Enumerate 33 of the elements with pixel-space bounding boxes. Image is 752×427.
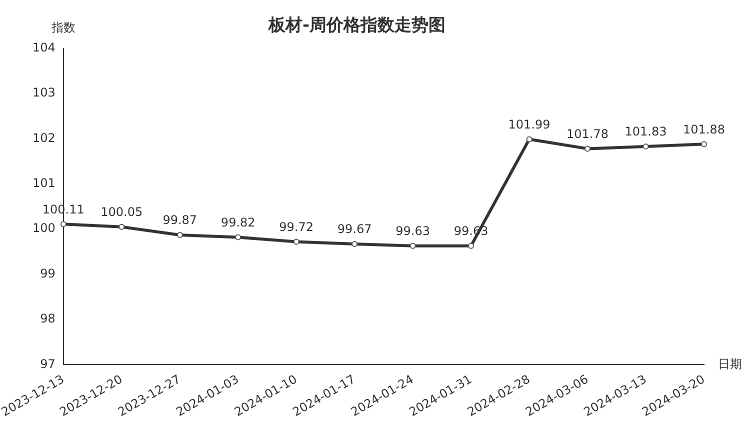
y-tick-label: 103: [32, 86, 56, 100]
data-label: 101.78: [566, 126, 609, 141]
y-tick-label: 99: [40, 266, 56, 280]
data-label: 99.87: [162, 213, 198, 228]
point: [352, 241, 358, 248]
point: [642, 143, 649, 150]
point: [526, 136, 532, 142]
y-tick-label: 100: [32, 221, 56, 236]
point: [235, 234, 242, 240]
y-tick-label: 102: [32, 130, 56, 145]
point: [701, 141, 707, 148]
data-label: 99.72: [279, 220, 314, 234]
point: [176, 232, 183, 238]
chart-title: 板材-周价格指数走势图: [267, 16, 446, 36]
y-tick-label: 98: [40, 312, 56, 326]
data-label: 101.99: [508, 117, 550, 132]
point: [410, 242, 416, 249]
point: [293, 238, 300, 245]
point: [60, 221, 66, 228]
data-label: 101.83: [624, 124, 667, 139]
point: [118, 224, 125, 230]
y-axis-title: 指数: [50, 20, 76, 35]
data-label: 99.82: [220, 215, 256, 230]
point: [584, 146, 591, 152]
y-tick-label: 104: [32, 40, 56, 55]
y-tick-label: 101: [32, 176, 56, 190]
data-label: 100.05: [100, 204, 143, 219]
data-label: 101.88: [683, 122, 725, 136]
point: [468, 242, 474, 249]
y-tick-label: 97: [40, 356, 56, 371]
data-label: 99.63: [396, 224, 430, 238]
data-label: 99.67: [337, 222, 372, 236]
x-axis-title: 日期: [718, 356, 742, 371]
